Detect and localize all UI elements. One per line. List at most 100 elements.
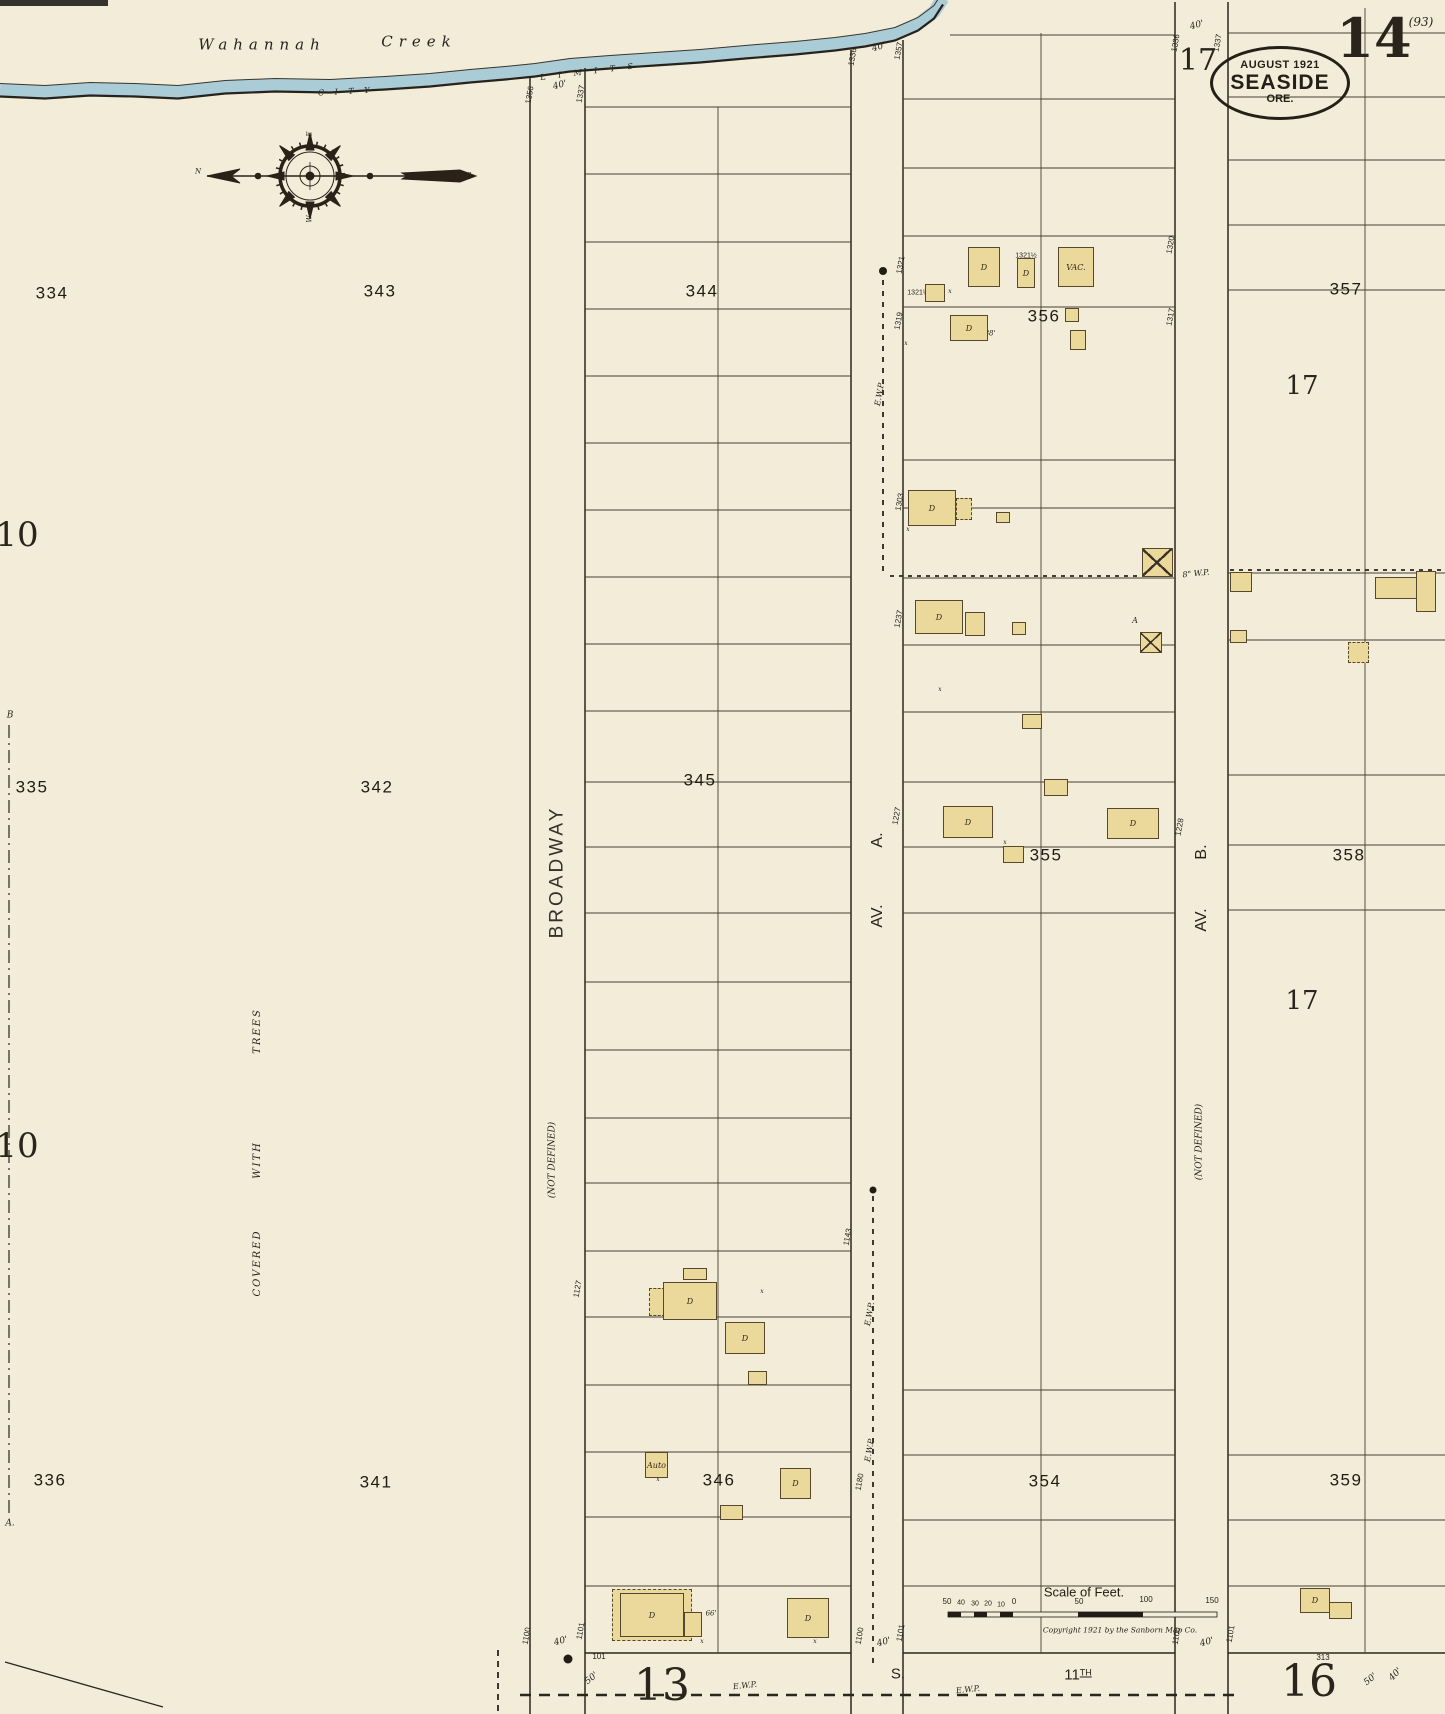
annotation-trees: TREES — [252, 1008, 263, 1054]
creek-name-word1: Wahannah — [198, 35, 326, 54]
map-text: 10 — [997, 1601, 1005, 1609]
map-text: x — [948, 288, 952, 295]
map-text: x — [700, 1638, 704, 1645]
building-label: D — [648, 1610, 656, 1620]
map-text: x — [1003, 839, 1007, 846]
scale-title: Scale of Feet. — [1043, 1584, 1125, 1600]
map-text: x — [813, 1638, 817, 1645]
building-label: D — [804, 1613, 812, 1623]
building — [1012, 622, 1026, 635]
building-label: D — [935, 612, 943, 622]
annotation-covered: COVERED — [252, 1229, 263, 1297]
creek-name-word2: Creek — [381, 32, 457, 51]
block-label-357: 357 — [1329, 279, 1363, 299]
building — [1044, 779, 1068, 796]
map-text: W — [305, 215, 314, 223]
street-name-av-b-prefix: AV. — [1193, 908, 1210, 932]
map-text: 50 — [1074, 1597, 1084, 1606]
map-text: x — [906, 526, 910, 533]
block-label-344: 344 — [685, 281, 719, 301]
building-label: D — [964, 817, 972, 827]
building-d: D — [950, 315, 988, 341]
block-label-342: 342 — [360, 777, 394, 797]
building-d: D — [780, 1468, 811, 1499]
building — [1065, 308, 1079, 322]
map-text: x — [760, 1288, 764, 1295]
map-text: N — [194, 167, 202, 176]
building-auto: Auto — [645, 1452, 668, 1478]
sheet-ref-13: 13 — [634, 1660, 690, 1711]
building — [1142, 548, 1173, 577]
block-label-335: 335 — [15, 777, 49, 797]
building — [748, 1371, 767, 1385]
map-text: x — [656, 1476, 660, 1483]
lot-lines — [585, 8, 1445, 1653]
building-label: D — [792, 1479, 799, 1488]
building-label: D — [928, 503, 936, 513]
building — [1022, 714, 1042, 729]
building — [965, 612, 985, 636]
stamp-state: ORE. — [1266, 93, 1294, 106]
map-text: x — [904, 340, 908, 347]
stamp-city: SEASIDE — [1230, 70, 1330, 94]
sheet-ref-10: 10 — [0, 1126, 39, 1166]
building-label: D — [965, 323, 973, 333]
building-label: D — [1129, 819, 1137, 828]
sheet-ref-17: 17 — [1285, 371, 1319, 401]
building — [925, 284, 945, 302]
block-label-358: 358 — [1332, 845, 1366, 865]
map-text: E — [305, 131, 314, 137]
map-text: 30 — [971, 1600, 979, 1608]
building-d: D — [1107, 808, 1159, 839]
building-label: D — [1022, 268, 1030, 278]
building-d: D — [1017, 258, 1035, 288]
map-text: 66' — [705, 1609, 717, 1618]
map-text: (NOT DEFINED) — [1194, 1103, 1205, 1181]
building-label: Auto — [647, 1460, 666, 1470]
block-label-334: 334 — [35, 283, 69, 303]
building — [996, 512, 1010, 523]
scan-edge — [0, 0, 108, 6]
building-d: D — [1300, 1588, 1330, 1613]
scale-copyright: Copyright 1921 by the Sanborn Map Co. — [1042, 1625, 1198, 1635]
building-label: D — [1311, 1596, 1319, 1605]
block-label-343: 343 — [363, 281, 397, 301]
map-text: 0 — [1011, 1597, 1017, 1606]
building — [1348, 642, 1369, 663]
building-d: D — [663, 1282, 717, 1320]
scale-bar — [947, 1611, 1218, 1618]
map-text: 100 — [1139, 1595, 1153, 1604]
dashed-lines — [4, 280, 1445, 1714]
map-text: 40 — [957, 1599, 965, 1607]
street-name-av-a-letter: A. — [869, 832, 886, 848]
map-text: B — [6, 710, 14, 721]
block-label-345: 345 — [683, 770, 717, 790]
map-stamp: AUGUST 1921 SEASIDE ORE. — [1210, 46, 1350, 120]
building — [1375, 577, 1421, 599]
street-name-11: 11 — [1064, 1666, 1080, 1684]
creek — [0, 0, 943, 100]
map-text: 20 — [984, 1600, 992, 1608]
block-label-359: 359 — [1329, 1470, 1363, 1490]
map-text: 150 — [1205, 1596, 1219, 1605]
map-text: (NOT DEFINED) — [547, 1121, 558, 1199]
compass-rose — [206, 132, 478, 220]
street-name-av-b-letter: B. — [1193, 844, 1210, 860]
building — [1140, 632, 1162, 653]
map-text: A. — [5, 1518, 15, 1529]
street-name-11th: 11TH — [1064, 1668, 1092, 1683]
block-label-346: 346 — [702, 1470, 736, 1490]
street-name-broadway: BROADWAY — [546, 805, 568, 939]
building-d: D — [725, 1322, 765, 1354]
building — [1416, 571, 1436, 612]
sheet-ref-17: 17 — [1178, 43, 1218, 78]
block-label-336: 336 — [33, 1470, 67, 1490]
block-label-356: 356 — [1027, 306, 1061, 326]
street-name-s: S. — [890, 1665, 906, 1683]
building-d: D — [787, 1598, 829, 1638]
street-name-th: TH — [1079, 1667, 1092, 1678]
block-label-355: 355 — [1029, 845, 1063, 865]
building — [1230, 630, 1247, 643]
